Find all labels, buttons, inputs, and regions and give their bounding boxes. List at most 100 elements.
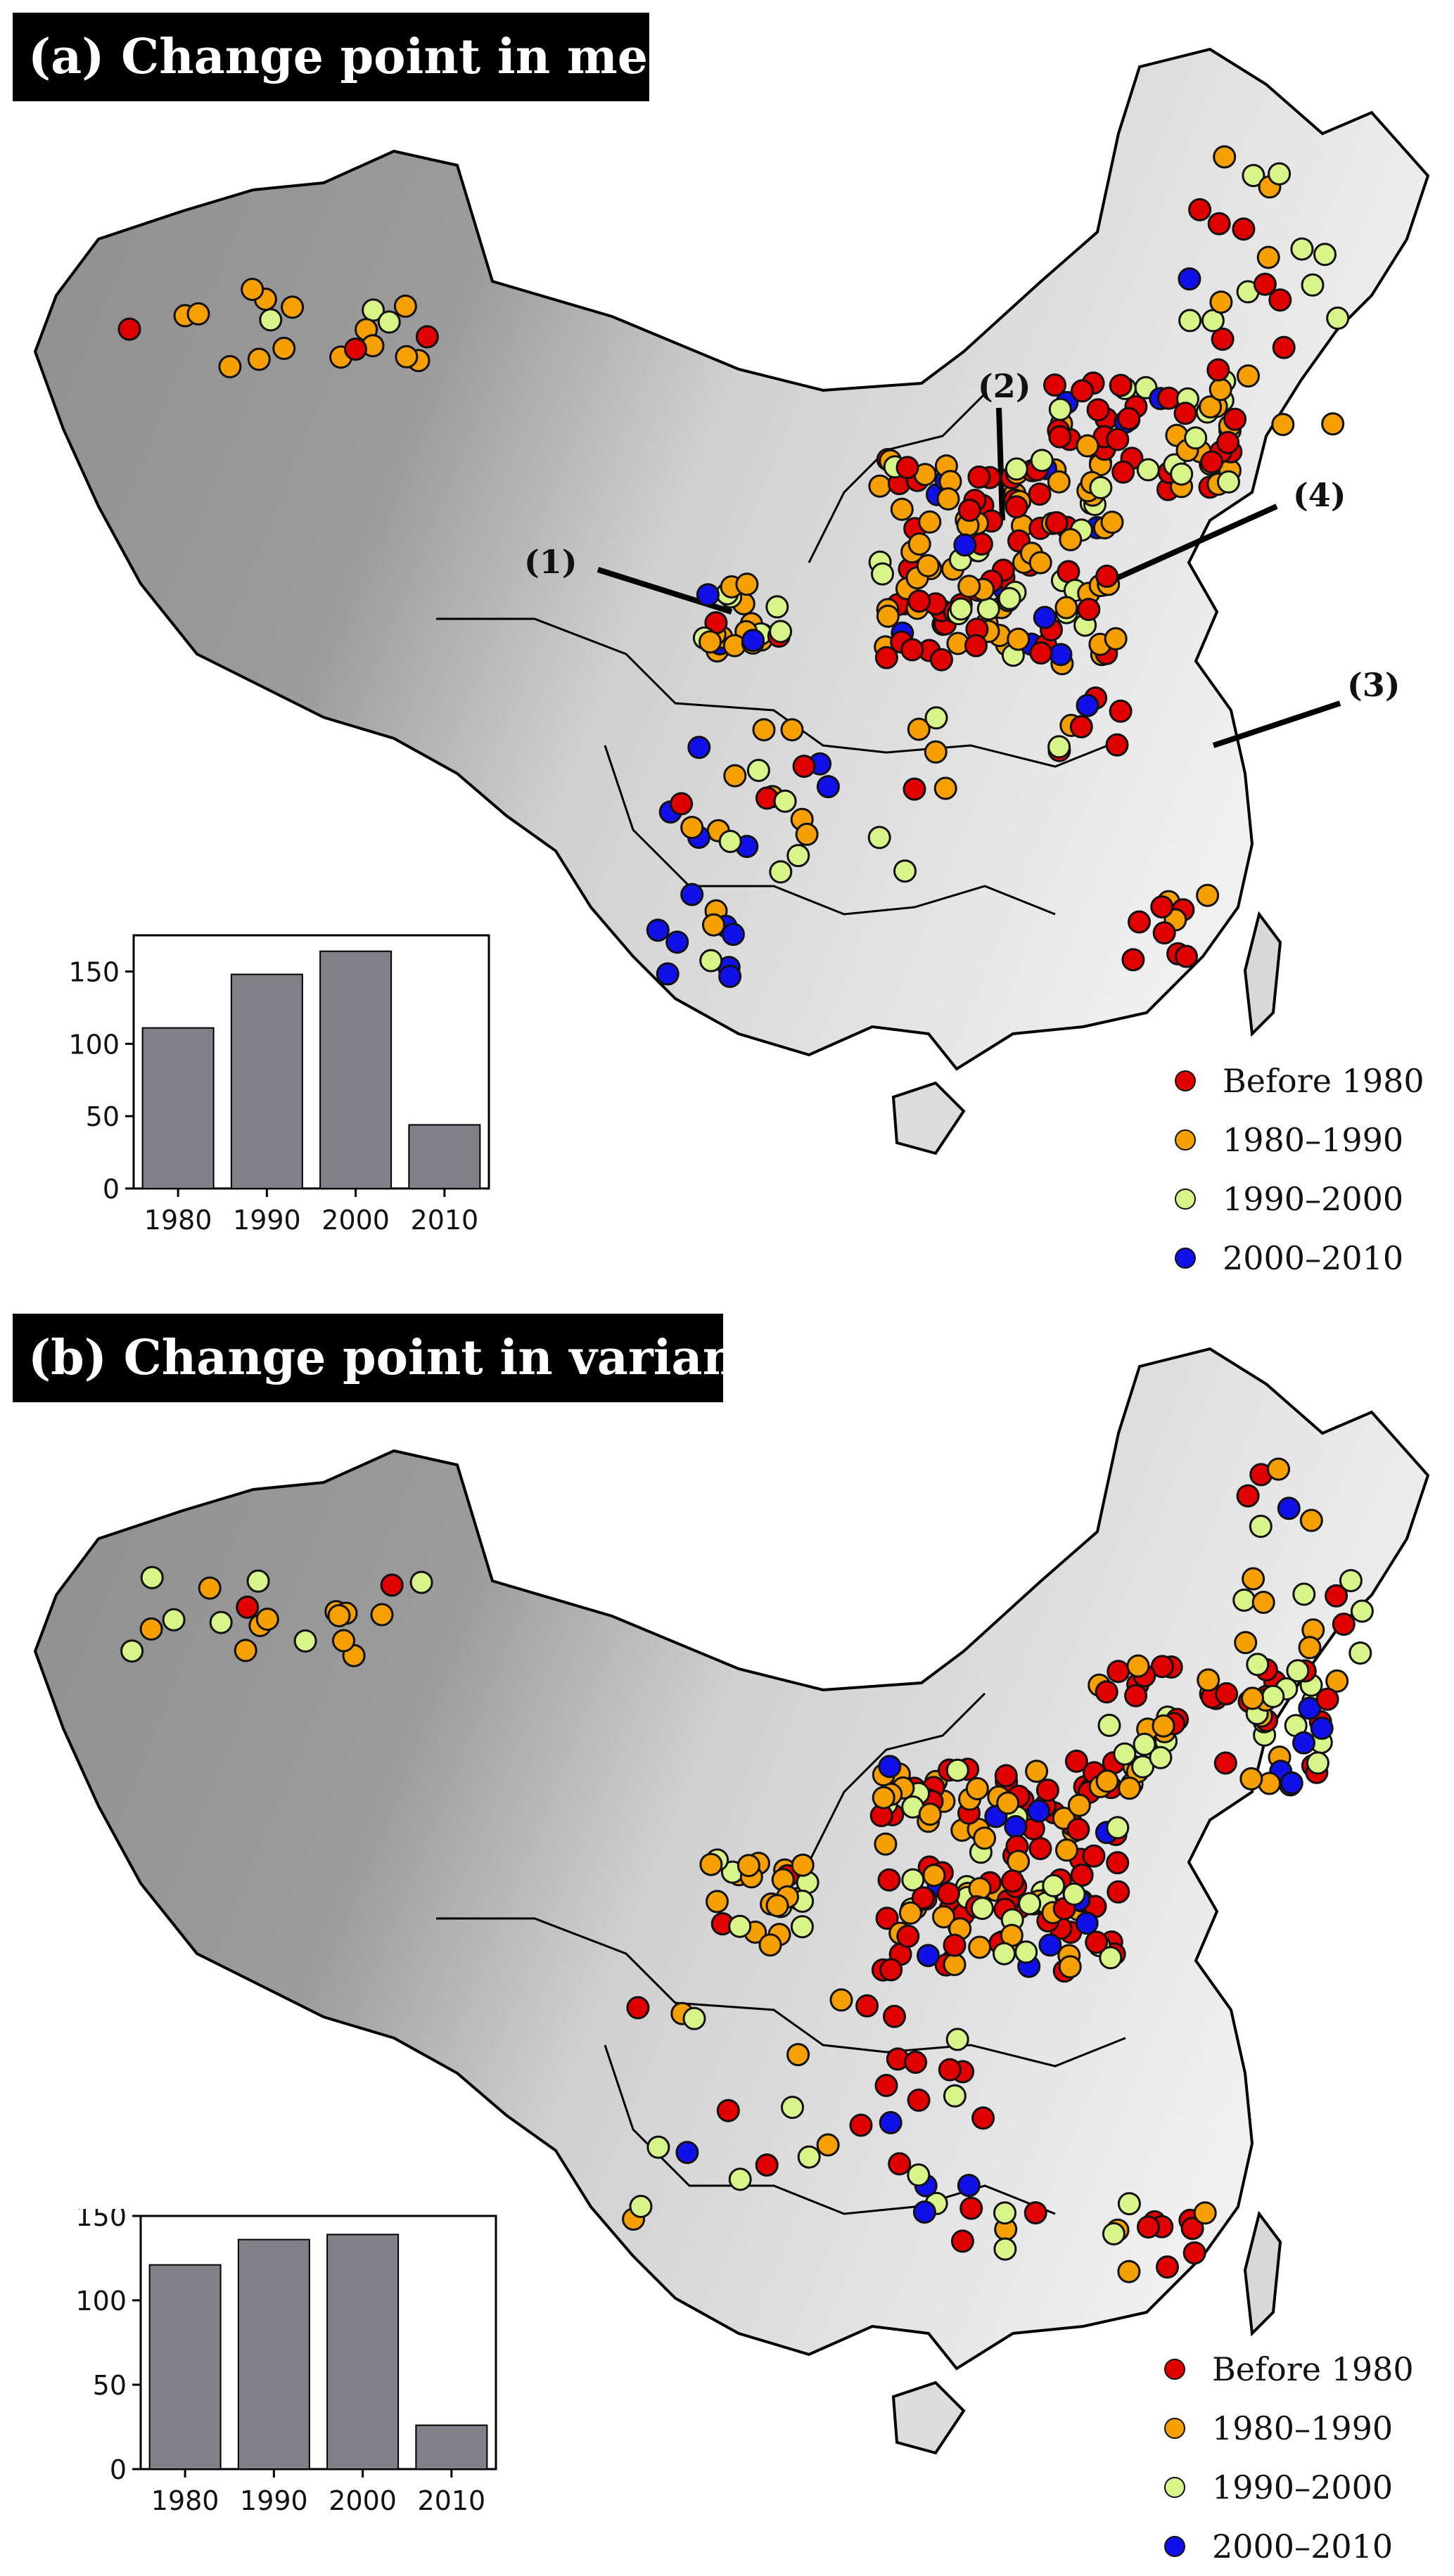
station-marker — [1005, 457, 1028, 481]
station-marker — [236, 1595, 260, 1619]
legend-item-1990-2000: 1990–2000 — [1164, 2458, 1414, 2517]
legend-marker — [1175, 1248, 1196, 1269]
station-marker — [953, 533, 977, 557]
station-marker — [1070, 1863, 1094, 1887]
station-marker — [769, 620, 793, 643]
station-marker — [718, 964, 742, 988]
station-marker — [1152, 1714, 1175, 1738]
station-marker — [1071, 379, 1094, 403]
station-marker — [670, 792, 694, 816]
station-marker — [922, 1864, 946, 1888]
station-marker — [1058, 1955, 1082, 1979]
legend-marker — [1175, 1188, 1196, 1210]
station-marker — [917, 1944, 940, 1968]
station-marker — [117, 317, 141, 341]
y-tick-label: 50 — [93, 2370, 127, 2401]
station-marker — [765, 595, 789, 619]
station-marker — [918, 510, 942, 534]
basin-boundary — [604, 745, 1056, 916]
bar-1990 — [237, 2238, 310, 2470]
panel-title-a: (a) Change point in mean — [13, 13, 714, 101]
station-marker — [241, 278, 264, 301]
station-marker — [755, 2153, 779, 2177]
station-marker — [162, 1608, 186, 1632]
station-marker — [1097, 1713, 1121, 1737]
station-marker — [957, 2174, 981, 2198]
station-marker — [994, 1764, 1018, 1788]
station-marker — [327, 1604, 351, 1627]
station-marker — [1102, 2222, 1125, 2245]
station-marker — [957, 575, 981, 598]
station-marker — [933, 776, 957, 800]
legend-a: Before 1980 1980–1990 1990–2000 2000–201… — [1175, 1051, 1424, 1288]
station-marker — [945, 1758, 969, 1782]
station-marker — [907, 717, 931, 741]
station-marker — [1196, 883, 1220, 907]
y-tick-label: 50 — [86, 1101, 120, 1132]
station-marker — [758, 1933, 782, 1957]
legend-b: Before 1980 1980–1990 1990–2000 2000–201… — [1164, 2340, 1414, 2576]
station-marker — [868, 474, 892, 498]
station-marker — [1028, 1837, 1052, 1861]
station-marker — [829, 1988, 853, 2012]
station-marker — [646, 918, 670, 942]
station-marker — [706, 1890, 729, 1914]
station-marker — [1042, 1873, 1066, 1897]
station-marker — [916, 553, 940, 577]
station-marker — [1152, 921, 1176, 944]
station-marker — [255, 1608, 279, 1631]
legend-marker — [1164, 2359, 1185, 2380]
station-marker — [943, 1953, 967, 1976]
station-marker — [752, 718, 776, 742]
map-b — [33, 1347, 1430, 2455]
station-marker — [675, 2141, 699, 2165]
legend-item-2000-2010: 2000–2010 — [1175, 1229, 1424, 1288]
station-marker — [1007, 1850, 1031, 1873]
station-marker — [1075, 1911, 1099, 1935]
station-marker — [874, 1832, 898, 1856]
y-tick-label: 0 — [103, 1174, 120, 1205]
station-marker — [1267, 1457, 1290, 1481]
station-marker — [1030, 449, 1054, 473]
station-marker — [896, 1924, 920, 1948]
station-marker — [907, 2163, 931, 2187]
station-marker — [1095, 1680, 1118, 1704]
legend-marker — [1164, 2477, 1185, 2498]
station-marker — [1028, 482, 1052, 506]
station-marker — [1111, 460, 1135, 484]
station-marker — [1280, 1771, 1303, 1795]
station-marker — [1242, 1567, 1265, 1591]
station-marker — [911, 1886, 935, 1910]
station-marker — [943, 2084, 967, 2108]
station-marker — [1301, 273, 1325, 297]
station-marker — [736, 1854, 760, 1878]
annotation-label-1: (1) — [524, 543, 578, 581]
station-marker — [716, 2098, 740, 2122]
station-marker — [1047, 470, 1071, 494]
station-marker — [918, 1802, 942, 1826]
taiwan-outline — [1243, 911, 1282, 1037]
station-marker — [1038, 1933, 1062, 1957]
annotation-leader-2 — [996, 407, 1005, 521]
station-marker — [993, 1942, 1016, 1966]
station-marker — [1029, 641, 1053, 665]
station-marker — [1299, 1508, 1323, 1532]
station-marker — [272, 336, 296, 360]
x-tick-label: 1980 — [151, 2485, 219, 2516]
station-marker — [1157, 386, 1180, 410]
station-marker — [1237, 364, 1260, 388]
station-marker — [415, 325, 439, 349]
x-tick-label: 2010 — [411, 1205, 479, 1236]
station-marker — [791, 1853, 815, 1877]
taiwan-outline — [1243, 2210, 1282, 2337]
station-marker — [1213, 1751, 1237, 1775]
legend-label: 1980–1990 — [1212, 2409, 1394, 2447]
station-marker — [1207, 212, 1231, 236]
station-marker — [997, 587, 1021, 610]
station-marker — [930, 648, 953, 672]
bar-1980 — [148, 2264, 222, 2470]
station-marker — [1149, 1745, 1173, 1769]
station-marker — [1066, 1817, 1090, 1841]
station-marker — [970, 1897, 994, 1921]
station-marker — [735, 572, 759, 596]
